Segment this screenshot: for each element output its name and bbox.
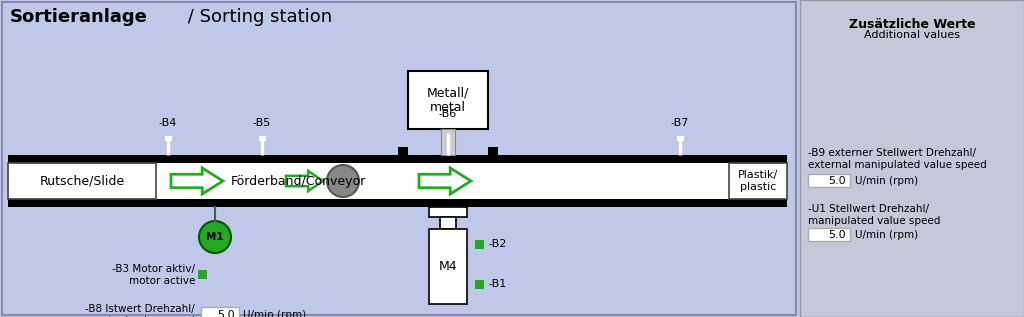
Bar xyxy=(2,2,796,315)
Bar xyxy=(488,147,498,155)
Text: M4: M4 xyxy=(438,260,458,273)
Text: U/min (rpm): U/min (rpm) xyxy=(855,230,919,240)
Bar xyxy=(201,307,239,317)
Bar xyxy=(429,207,467,217)
Bar xyxy=(398,147,408,155)
Text: -B3 Motor aktiv/
motor active: -B3 Motor aktiv/ motor active xyxy=(112,264,195,286)
Bar xyxy=(429,229,467,304)
Text: 5.0: 5.0 xyxy=(828,230,846,240)
Text: M1: M1 xyxy=(206,232,224,242)
Bar xyxy=(8,163,787,199)
Bar xyxy=(677,136,683,141)
Text: -B2: -B2 xyxy=(488,239,507,249)
Bar xyxy=(440,217,456,229)
Text: Rutsche/Slide: Rutsche/Slide xyxy=(40,174,125,187)
Text: Plastik/
plastic: Plastik/ plastic xyxy=(738,170,778,192)
Bar xyxy=(8,155,787,163)
Text: / Sorting station: / Sorting station xyxy=(182,8,332,26)
Text: -B9 externer Stellwert Drehzahl/
external manipulated value speed: -B9 externer Stellwert Drehzahl/ externa… xyxy=(808,148,987,170)
Text: U/min (rpm): U/min (rpm) xyxy=(855,176,919,185)
Circle shape xyxy=(199,221,231,253)
Text: -U1 Stellwert Drehzahl/
manipulated value speed: -U1 Stellwert Drehzahl/ manipulated valu… xyxy=(808,204,940,226)
Bar xyxy=(800,0,1024,317)
Bar xyxy=(8,199,787,207)
Bar xyxy=(808,228,850,241)
Bar xyxy=(808,174,850,187)
Text: -B6: -B6 xyxy=(439,109,457,119)
Bar xyxy=(8,163,156,199)
Text: 5.0: 5.0 xyxy=(828,176,846,185)
Bar xyxy=(198,270,207,279)
Bar xyxy=(408,71,488,129)
Bar xyxy=(729,163,787,199)
Text: -B5: -B5 xyxy=(253,118,271,128)
Text: 5.0: 5.0 xyxy=(217,310,234,317)
Bar xyxy=(444,129,452,134)
Text: -B7: -B7 xyxy=(671,118,689,128)
Text: -B4: -B4 xyxy=(159,118,177,128)
Text: Sortieranlage: Sortieranlage xyxy=(10,8,147,26)
Text: Zusätzliche Werte: Zusätzliche Werte xyxy=(849,18,975,31)
Text: U/min (rpm): U/min (rpm) xyxy=(243,310,306,317)
Circle shape xyxy=(327,165,359,197)
Bar xyxy=(165,136,171,141)
Bar xyxy=(441,129,455,155)
Bar xyxy=(475,280,484,288)
Text: Metall/
metal: Metall/ metal xyxy=(427,86,469,114)
Text: -B8 Istwert Drehzahl/
actual value speed: -B8 Istwert Drehzahl/ actual value speed xyxy=(85,304,195,317)
Bar xyxy=(258,136,265,141)
Text: -B1: -B1 xyxy=(488,279,506,289)
Text: Förderband/Conveyor: Förderband/Conveyor xyxy=(231,174,367,187)
Bar xyxy=(475,240,484,249)
Text: Additional values: Additional values xyxy=(864,30,961,40)
